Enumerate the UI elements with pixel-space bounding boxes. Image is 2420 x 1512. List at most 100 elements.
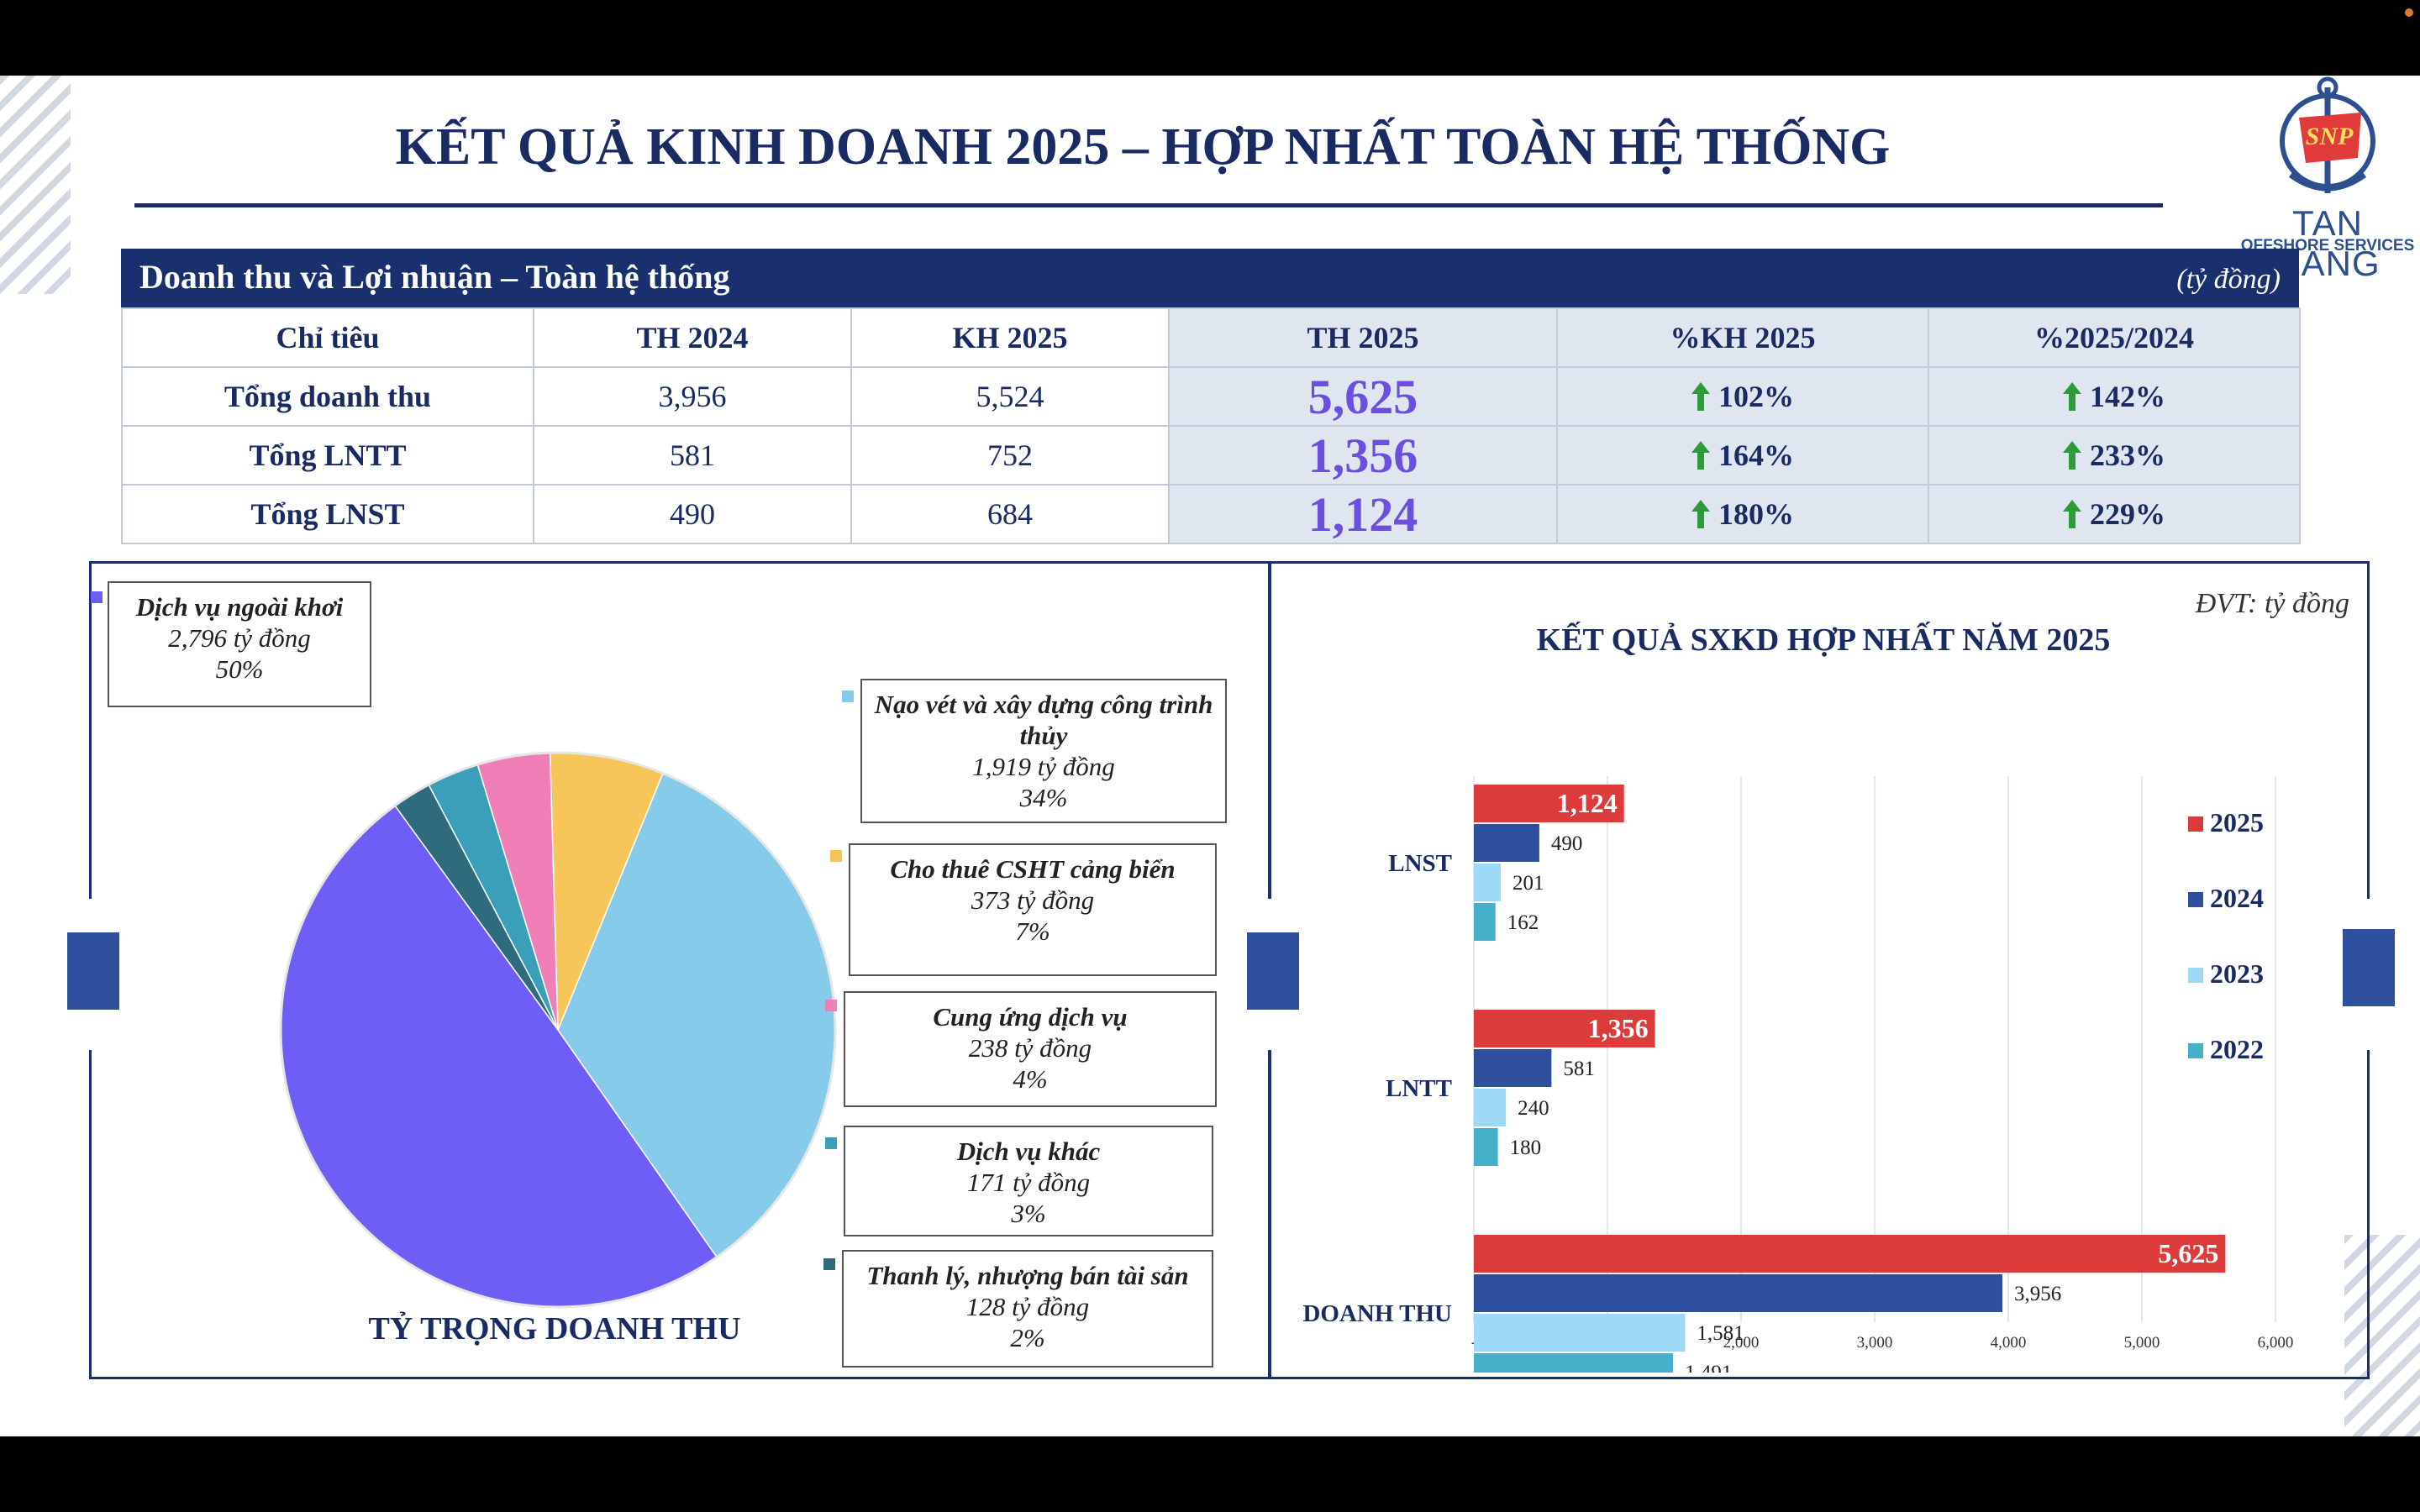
legend-label: 2022	[2210, 1034, 2264, 1064]
pie-callout-pct: 2%	[1010, 1323, 1045, 1352]
cell-th2024: 490	[533, 484, 852, 544]
col-header: KH 2025	[850, 307, 1170, 368]
data-label: 162	[1507, 911, 1539, 934]
cell-pct-yoy: 229%	[1928, 484, 2301, 544]
bar-2022	[1474, 1353, 1674, 1373]
table-header-row: Chỉ tiêu TH 2024 KH 2025 TH 2025 %KH 202…	[121, 307, 2301, 368]
recording-indicator-dot	[2405, 8, 2413, 17]
title-underline	[134, 203, 2163, 207]
bar-2024	[1474, 824, 1539, 862]
pie-swatch-0	[91, 591, 103, 603]
table-header-bar: Doanh thu và Lợi nhuận – Toàn hệ thống (…	[121, 249, 2299, 307]
anchor-logo-icon: SNP	[2280, 76, 2375, 193]
col-header: TH 2024	[533, 307, 852, 368]
bar-chart: -1,0002,0003,0004,0005,0006,000LNST1,124…	[1302, 776, 2294, 1373]
pie-callout-name: Dịch vụ ngoài khơi	[135, 592, 344, 622]
bar-chart-unit: ĐVT: tỷ đồng	[2195, 588, 2349, 619]
pct-yoy-value: 142%	[2090, 380, 2165, 413]
cell-th2025: 1,356	[1168, 425, 1558, 486]
col-header: TH 2025	[1168, 307, 1558, 368]
row-label: Tổng doanh thu	[121, 366, 534, 427]
pie-callout-pct: 34%	[1019, 783, 1068, 812]
legend-label: 2024	[2210, 883, 2264, 913]
data-label: 1,356	[1588, 1013, 1649, 1043]
up-arrow-icon	[1691, 441, 1710, 470]
pie-callout-name: Thanh lý, nhượng bán tài sản	[866, 1261, 1189, 1290]
legend-swatch	[2188, 816, 2203, 832]
table-row: Tổng LNTT 581 752 1,356 164% 233%	[121, 425, 2301, 486]
up-arrow-icon	[1691, 382, 1710, 411]
pie-callout-value: 1,919 tỷ đồng	[972, 752, 1115, 781]
cell-th2024: 581	[533, 425, 852, 486]
bar-2024	[1474, 1049, 1552, 1087]
pie-callout-pct: 7%	[1015, 916, 1050, 946]
bar-2025	[1474, 785, 1624, 822]
cell-pct-kh: 102%	[1556, 366, 1929, 427]
up-arrow-icon	[2063, 500, 2081, 528]
table-header-title: Doanh thu và Lợi nhuận – Toàn hệ thống	[139, 258, 730, 296]
data-label: 1,491	[1685, 1362, 1732, 1373]
pie-callout-name: Dịch vụ khác	[956, 1137, 1101, 1166]
decorative-stripes-right	[2344, 1235, 2420, 1436]
bar-2022	[1474, 1128, 1498, 1166]
bar-chart-title: KẾT QUẢ SXKD HỢP NHẤT NĂM 2025	[1536, 622, 2111, 658]
nav-tab-right[interactable]	[2343, 929, 2395, 1006]
bar-2025	[1474, 1010, 1655, 1047]
pie-callout-pct: 3%	[1011, 1199, 1046, 1228]
pct-kh-value: 180%	[1718, 497, 1794, 531]
cell-th2025: 1,124	[1168, 484, 1558, 544]
legend-swatch	[2188, 892, 2203, 907]
cell-pct-kh: 180%	[1556, 484, 1929, 544]
x-tick-label: 6,000	[2258, 1334, 2294, 1352]
kpi-table: Chỉ tiêu TH 2024 KH 2025 TH 2025 %KH 202…	[121, 307, 2301, 544]
cell-pct-kh: 164%	[1556, 425, 1929, 486]
pie-chart	[279, 751, 837, 1309]
legend-swatch	[2188, 1043, 2203, 1058]
pie-callout-name: Nạo vét và xây dựng công trình thủy	[874, 690, 1213, 750]
pie-callout-0: Dịch vụ ngoài khơi 2,796 tỷ đồng 50%	[108, 581, 371, 707]
pie-outline	[279, 751, 837, 1309]
pie-chart-title: TỶ TRỌNG DOANH THU	[368, 1311, 741, 1347]
pct-kh-value: 102%	[1718, 380, 1794, 413]
data-label: 240	[1518, 1097, 1549, 1120]
pct-yoy-value: 229%	[2090, 497, 2165, 531]
nav-tab-middle[interactable]	[1247, 932, 1299, 1010]
bar-2024	[1474, 1274, 2003, 1312]
x-tick-label: 4,000	[1991, 1334, 2027, 1352]
cell-th2024: 3,956	[533, 366, 852, 427]
data-label: 201	[1512, 872, 1544, 895]
pie-callout-2: Cho thuê CSHT cảng biển 373 tỷ đồng 7%	[849, 843, 1217, 976]
data-label: 5,625	[2158, 1238, 2218, 1268]
data-label: 180	[1510, 1137, 1542, 1159]
up-arrow-icon	[2063, 382, 2081, 411]
logo-badge-text: SNP	[2306, 123, 2354, 150]
category-label: DOANH THU	[1302, 1300, 1452, 1327]
table-row: Tổng doanh thu 3,956 5,524 5,625 102% 14…	[121, 366, 2301, 427]
pie-swatch-5	[823, 1258, 835, 1270]
col-header: %2025/2024	[1928, 307, 2301, 368]
up-arrow-icon	[2063, 441, 2081, 470]
legend-label: 2025	[2210, 807, 2264, 837]
company-logo: SNP TAN CANG OFFSHORE SERVICES	[2235, 76, 2420, 283]
data-label: 490	[1551, 832, 1583, 855]
bar-2025	[1474, 1235, 2226, 1273]
col-header: Chỉ tiêu	[121, 307, 534, 368]
pie-callout-5: Thanh lý, nhượng bán tài sản 128 tỷ đồng…	[842, 1250, 1213, 1368]
x-tick-label: 2,000	[1723, 1334, 1760, 1352]
pct-kh-value: 164%	[1718, 438, 1794, 472]
pie-callout-name: Cung ứng dịch vụ	[933, 1002, 1128, 1032]
pie-callout-value: 171 tỷ đồng	[966, 1168, 1091, 1197]
cell-kh2025: 5,524	[850, 366, 1170, 427]
pie-callout-pct: 4%	[1013, 1064, 1048, 1094]
pie-callout-1: Nạo vét và xây dựng công trình thủy 1,91…	[860, 679, 1227, 823]
nav-tab-left[interactable]	[67, 932, 119, 1010]
pie-callout-3: Cung ứng dịch vụ 238 tỷ đồng 4%	[844, 991, 1217, 1107]
row-label: Tổng LNST	[121, 484, 534, 544]
slide-title: KẾT QUẢ KINH DOANH 2025 – HỢP NHẤT TOÀN …	[395, 118, 1891, 176]
pie-callout-pct: 50%	[215, 654, 264, 684]
col-header: %KH 2025	[1556, 307, 1929, 368]
pie-callout-value: 2,796 tỷ đồng	[168, 623, 311, 653]
table-unit: (tỷ đồng)	[2176, 264, 2281, 295]
pie-callout-value: 128 tỷ đồng	[965, 1292, 1090, 1321]
pie-swatch-4	[825, 1137, 837, 1149]
